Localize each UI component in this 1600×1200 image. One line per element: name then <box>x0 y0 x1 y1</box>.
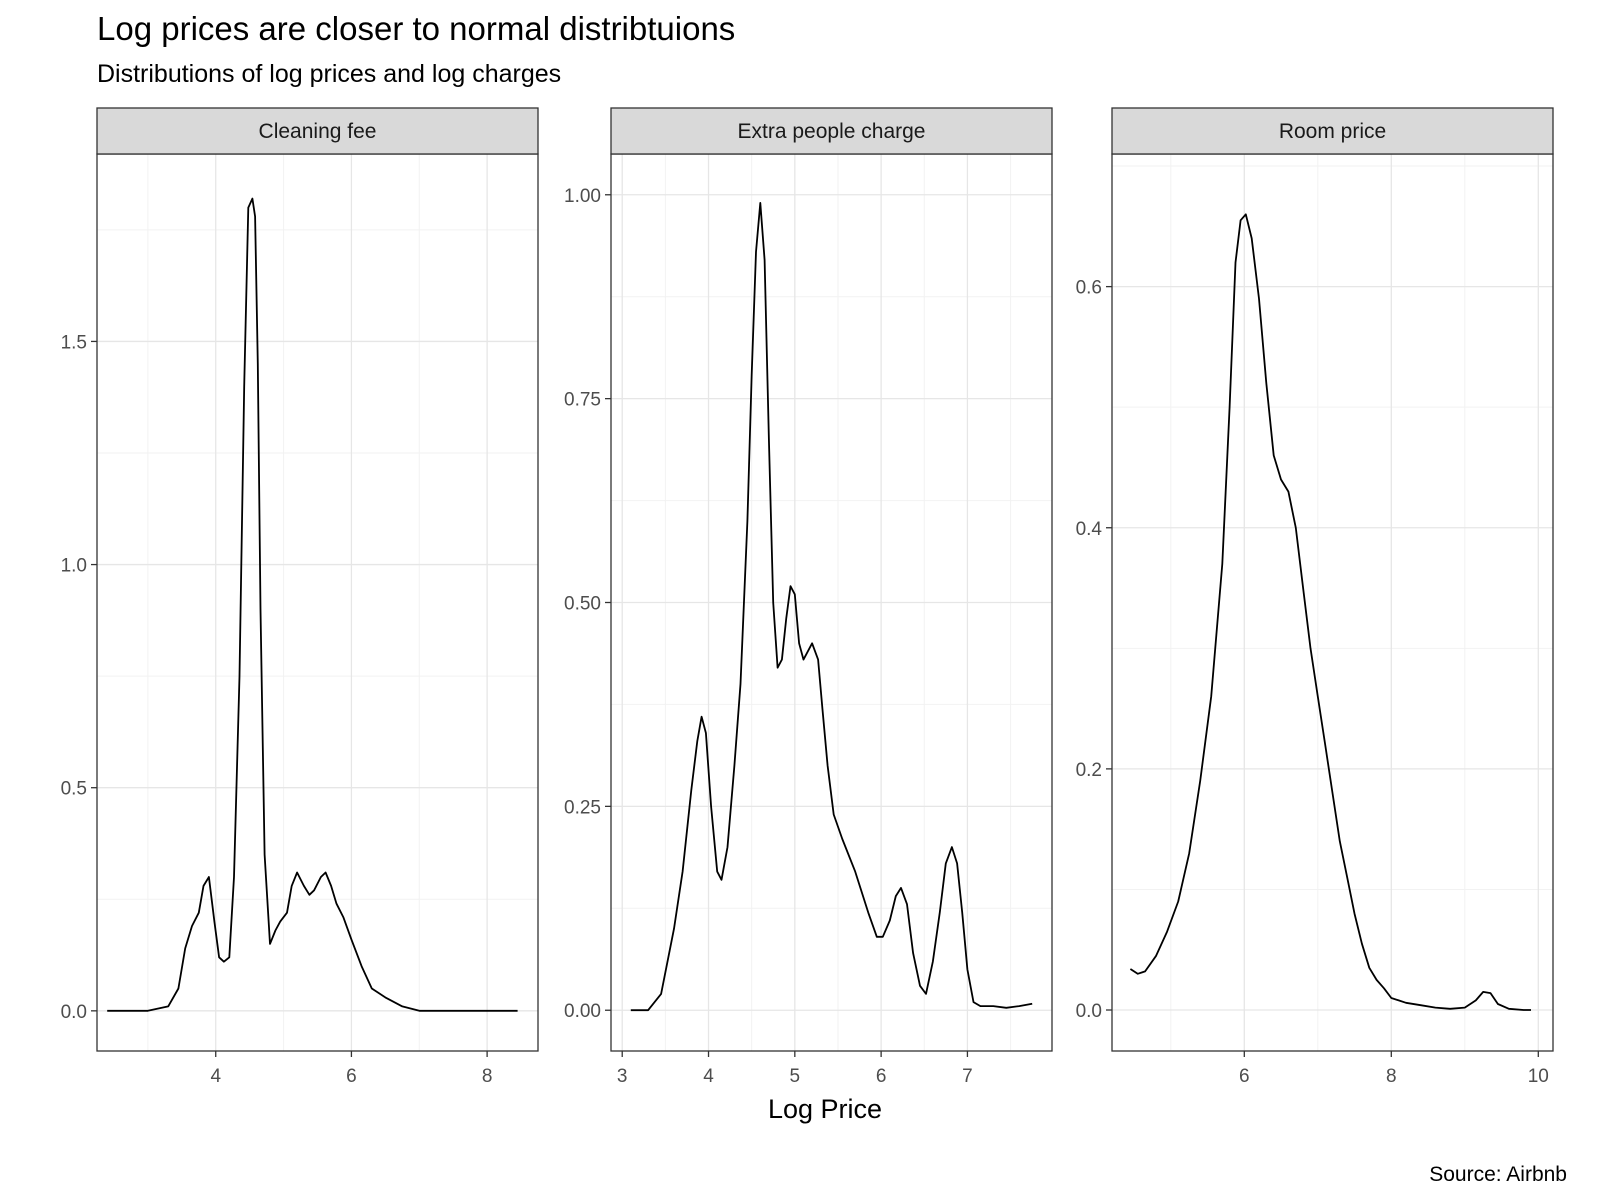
facet-strip <box>1111 107 1554 155</box>
facet-panel: Extra people charge 3 4 5 6 7 0.00 0.25 0.50 0.75… <box>564 107 1053 1087</box>
density-line <box>107 197 518 1012</box>
y-tick-label: 0.75 <box>564 390 601 411</box>
facet-strip <box>610 107 1053 155</box>
x-tick-label: 4 <box>703 1066 714 1087</box>
y-tick-label: 0.25 <box>564 797 601 818</box>
y-tick-label: 0.50 <box>564 594 601 615</box>
y-tick-label: 1.0 <box>61 556 87 577</box>
density-line <box>1129 213 1531 1011</box>
y-tick-label: 0.0 <box>1076 1001 1102 1022</box>
x-tick-label: 7 <box>962 1066 973 1087</box>
x-tick-label: 10 <box>1528 1066 1549 1087</box>
chart-caption: Source: Airbnb <box>1429 1163 1567 1186</box>
chart-title: Log prices are closer to normal distribt… <box>97 10 736 47</box>
y-tick-label: 0.2 <box>1076 760 1102 781</box>
y-tick-label: 1.5 <box>61 332 87 353</box>
x-tick-label: 4 <box>210 1066 221 1087</box>
facet-strip-label: Room price <box>1279 120 1386 143</box>
x-tick-label: 3 <box>617 1066 628 1087</box>
panel-background <box>1112 154 1553 1051</box>
x-tick-label: 6 <box>1239 1066 1250 1087</box>
y-tick-label: 0.6 <box>1076 278 1102 299</box>
y-tick-label: 0.00 <box>564 1001 601 1022</box>
x-tick-label: 6 <box>876 1066 887 1087</box>
chart-subtitle: Distributions of log prices and log char… <box>97 60 562 88</box>
y-tick-label: 0.5 <box>61 779 87 800</box>
facet-panel: Room price 6 8 10 0.0 0.2 0.4 0.6 <box>1076 107 1554 1087</box>
x-tick-label: 8 <box>482 1066 493 1087</box>
y-tick-label: 0.4 <box>1076 519 1103 540</box>
facet-panel: Cleaning fee 4 6 8 0.0 0.5 1.0 1.5 <box>61 107 539 1087</box>
panel-background <box>97 154 538 1051</box>
facet-strip-label: Extra people charge <box>738 120 926 143</box>
facet-strip-label: Cleaning fee <box>259 120 377 143</box>
facet-strip <box>96 107 539 155</box>
y-tick-label: 0.0 <box>61 1002 87 1023</box>
y-tick-label: 1.00 <box>564 186 601 207</box>
x-tick-label: 5 <box>790 1066 801 1087</box>
density-line <box>630 201 1033 1012</box>
x-tick-label: 6 <box>346 1066 357 1087</box>
x-axis-title: Log Price <box>768 1094 882 1124</box>
x-tick-label: 8 <box>1386 1066 1397 1087</box>
